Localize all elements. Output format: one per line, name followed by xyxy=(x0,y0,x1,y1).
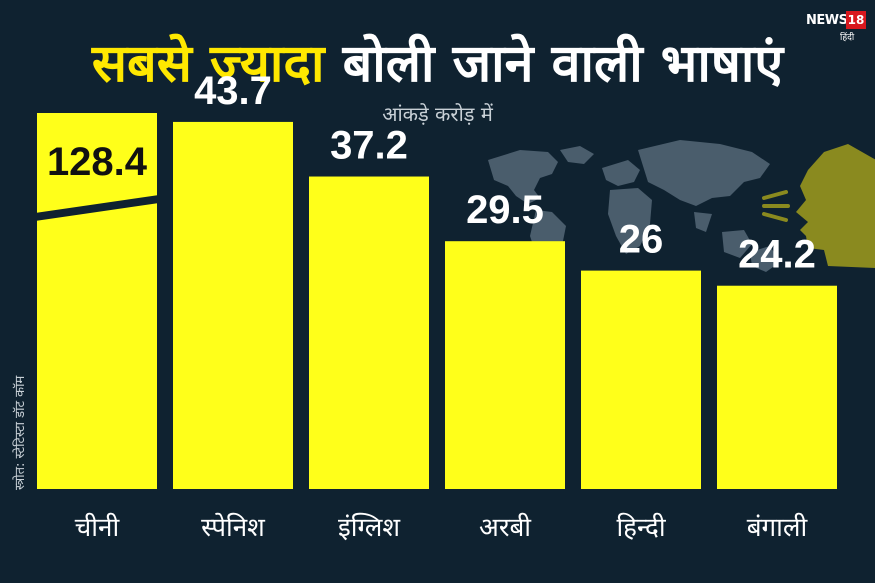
news18-logo: NEWS 18 हिंदी xyxy=(806,10,866,43)
bar-0 xyxy=(37,113,157,489)
bar-1 xyxy=(173,121,293,490)
title-highlight: सबसे ज्यादा xyxy=(91,34,325,94)
data-label: 128.4 xyxy=(47,140,148,184)
category-label: बंगाली xyxy=(747,512,809,543)
axis-break-mark xyxy=(35,195,159,221)
data-label: 24.2 xyxy=(738,233,816,277)
category-label: अरबी xyxy=(479,512,532,543)
data-label: 26 xyxy=(619,218,664,262)
data-label: 43.7 xyxy=(194,69,272,113)
category-label: चीनी xyxy=(75,512,121,543)
bar-3 xyxy=(445,241,565,489)
logo-brand: NEWS xyxy=(806,13,848,28)
bar-5 xyxy=(717,285,837,489)
logo-language: हिंदी xyxy=(840,33,855,43)
chart-title: सबसे ज्यादा बोली जाने वाली भाषाएं xyxy=(0,28,875,100)
data-label: 29.5 xyxy=(466,188,544,232)
category-label: इंग्लिश xyxy=(338,512,401,543)
logo-number: 18 xyxy=(846,11,866,29)
bar-4 xyxy=(581,270,701,489)
category-label: हिन्दी xyxy=(616,512,666,543)
speaking-head-icon xyxy=(762,144,875,268)
title-rest: बोली जाने वाली भाषाएं xyxy=(342,34,784,94)
bar-2 xyxy=(309,176,429,489)
data-label: 37.2 xyxy=(330,124,408,168)
chart-subtitle: आंकड़े करोड़ में xyxy=(382,102,493,126)
category-label: स्पेनिश xyxy=(201,512,266,543)
